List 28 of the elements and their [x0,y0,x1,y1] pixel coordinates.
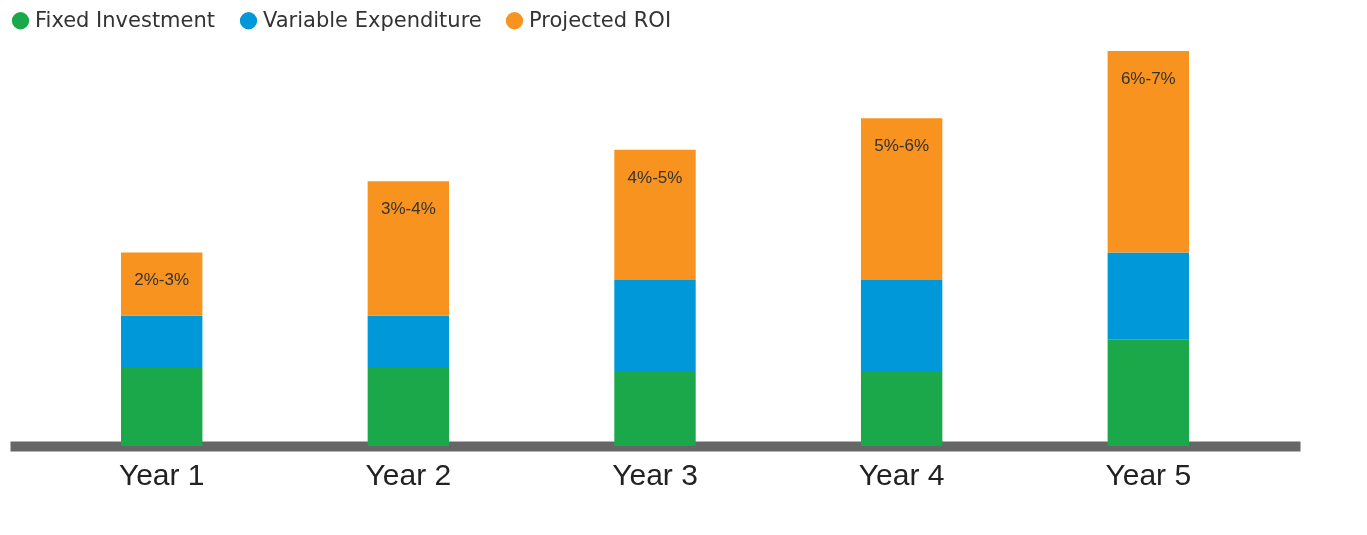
legend-label: Fixed Investment [35,7,216,32]
bar [120,252,203,316]
bar [860,118,943,281]
annotation: 4%-5% [627,167,683,187]
bar [367,315,450,367]
bar [614,370,696,446]
x-tick-label: Year 2 [365,457,452,491]
bar [614,280,696,371]
bar [120,367,203,446]
bar [367,367,450,446]
bar [120,315,203,367]
bar [860,280,943,371]
annotation: 6%-7% [1120,69,1176,88]
bar [860,370,943,446]
bar [614,149,696,281]
annotation: 2%-3% [134,270,190,290]
annotation: 5%-6% [874,136,930,156]
x-tick-label: Year 3 [612,457,698,491]
legend-label: Projected ROI [529,7,672,32]
bar [1107,252,1190,340]
annotation: 3%-4% [380,199,436,219]
x-tick-label: Year 4 [858,457,945,491]
bar [1107,339,1190,446]
bar [367,181,450,316]
bar [1107,51,1190,253]
legend-label: Variable Expenditure [263,7,482,32]
x-tick-label: Year 1 [118,457,205,491]
x-tick-label: Year 5 [1105,457,1192,491]
